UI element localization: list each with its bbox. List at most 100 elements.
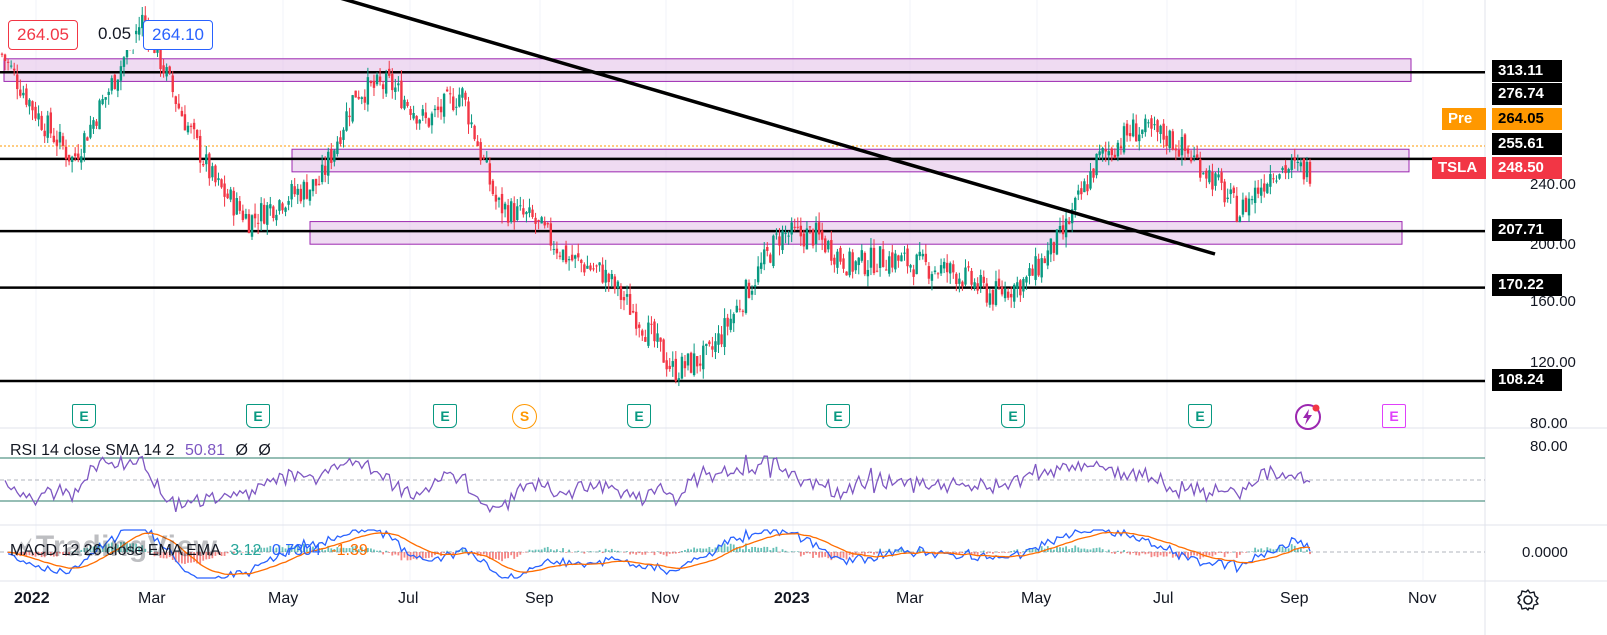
macd-histogram-bar [498, 552, 500, 560]
macd-histogram-bar [1174, 552, 1177, 557]
candle-body [915, 254, 918, 275]
macd-histogram-bar [854, 552, 857, 555]
candle-body [391, 74, 394, 91]
level-tag-170[interactable]: 170.22 [1492, 274, 1562, 296]
level-tag-108[interactable]: 108.24 [1492, 369, 1562, 391]
macd-histogram-bar [943, 552, 946, 553]
candle-body [827, 241, 830, 250]
x-axis-label: Mar [138, 590, 166, 607]
earnings-event-icon[interactable]: E [433, 404, 457, 428]
macd-histogram-bar [763, 546, 766, 552]
macd-histogram-bar [534, 549, 537, 552]
split-event-icon[interactable]: S [512, 404, 537, 429]
candle-body [1070, 209, 1074, 224]
support-resistance-zones[interactable] [3, 58, 1412, 245]
candle-body [360, 97, 363, 99]
settings-gear-icon[interactable] [1516, 588, 1540, 612]
candle-body [952, 264, 955, 273]
symbol-tag[interactable]: TSLA [1432, 157, 1486, 179]
trendline[interactable] [340, 0, 1216, 256]
candle-body [269, 204, 272, 209]
pre-market-tag[interactable]: Pre [1442, 108, 1486, 130]
last-price-tag[interactable]: 248.50 [1492, 157, 1562, 179]
candle-body [415, 116, 418, 124]
pre-market-price-tag[interactable]: 264.05 [1492, 108, 1562, 130]
macd-histogram-bar [275, 547, 278, 552]
earnings-event-icon[interactable]: E [72, 404, 96, 428]
candle-body [552, 249, 556, 251]
signal-line [8, 531, 1311, 576]
macd-histogram-bar [1242, 552, 1244, 553]
candle-body [894, 253, 897, 270]
macd-histogram-bar [522, 552, 525, 553]
macd-histogram-bar [568, 549, 571, 552]
earnings-event-icon[interactable]: E [826, 404, 850, 428]
flash-event-icon[interactable] [1294, 403, 1322, 431]
earnings-event-icon[interactable]: E [246, 404, 270, 428]
macd-histogram-bar [129, 543, 131, 552]
macd-histogram-bar [132, 543, 135, 552]
horizontal-levels[interactable] [0, 70, 1485, 383]
candle-body [881, 249, 885, 267]
high-price-tag[interactable]: 276.74 [1492, 83, 1562, 105]
earnings-event-icon[interactable]: E [1001, 404, 1025, 428]
macd-histogram-bar [784, 550, 787, 552]
candle-body [1156, 120, 1159, 133]
candle-body [1247, 198, 1251, 216]
macd-legend[interactable]: MACD 12 26 close EMA EMA 3.12 0.7304 -1.… [10, 542, 368, 560]
level-tag-255[interactable]: 255.61 [1492, 133, 1562, 155]
macd-histogram-bar [732, 544, 735, 552]
macd-histogram-bar [235, 550, 238, 552]
macd-histogram-bar [40, 552, 43, 558]
candle-body [110, 78, 113, 91]
candle-body [793, 226, 796, 228]
earnings-event-icon[interactable]: E [627, 404, 651, 428]
candle-body [1010, 293, 1013, 298]
bid-price-box[interactable]: 264.05 [8, 20, 78, 50]
macd-histogram-bar [812, 552, 814, 558]
macd-histogram-bar [184, 552, 186, 564]
ask-price-box[interactable]: 264.10 [143, 20, 213, 50]
candle-body [183, 114, 187, 131]
candle-body [107, 91, 110, 95]
candle-body [421, 109, 424, 116]
candle-body [1226, 197, 1229, 200]
candle-body [714, 341, 717, 353]
macd-histogram-bar [537, 549, 540, 552]
macd-histogram-bar [674, 552, 677, 554]
macd-histogram-bar [55, 552, 58, 557]
upcoming-earnings-icon[interactable]: E [1382, 404, 1406, 428]
candle-body [1266, 183, 1269, 194]
rsi-legend[interactable]: RSI 14 close SMA 14 2 50.81 Ø Ø [10, 442, 271, 460]
macd-histogram-bar [238, 550, 241, 552]
macd-histogram-bar [1248, 551, 1250, 553]
macd-histogram-bar [394, 552, 397, 555]
candle-body [766, 247, 769, 251]
macd-histogram-bar [223, 552, 226, 556]
candle-body [1308, 161, 1312, 184]
candle-body [671, 361, 674, 367]
candle-body [1150, 118, 1153, 129]
macd-histogram-bar [336, 547, 339, 552]
macd-histogram-bar [95, 545, 98, 552]
candle-body [302, 181, 306, 200]
candle-body [516, 206, 519, 221]
macd-histogram-bar [809, 552, 811, 554]
candle-body [851, 252, 854, 272]
macd-histogram-bar [681, 551, 683, 552]
candle-body [717, 333, 720, 345]
candle-body [336, 141, 339, 155]
candle-body [875, 270, 879, 272]
level-tag-313[interactable]: 313.11 [1492, 60, 1562, 82]
macd-histogram-bar [1013, 550, 1016, 552]
earnings-event-icon[interactable]: E [1188, 404, 1212, 428]
candle-body [1046, 250, 1049, 266]
macd-histogram-bar [552, 550, 555, 552]
macd-histogram-bar [251, 549, 253, 552]
rsi-line [4, 454, 1311, 514]
level-tag-207[interactable]: 207.71 [1492, 219, 1562, 241]
candle-body [522, 208, 525, 215]
candle-body [198, 135, 202, 163]
macd-histogram-bar [543, 547, 546, 552]
